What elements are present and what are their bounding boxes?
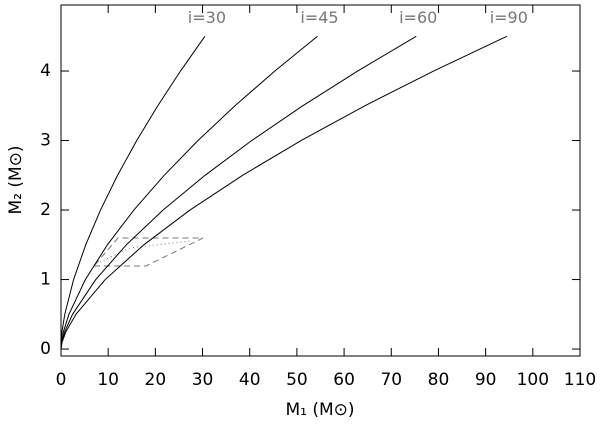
series-label: i=90 <box>490 8 528 27</box>
y-tick-label: 4 <box>40 61 51 81</box>
curve <box>60 35 206 350</box>
series-label: i=45 <box>300 8 338 27</box>
y-tick-label: 2 <box>40 200 51 220</box>
x-tick-label: 40 <box>239 370 261 390</box>
x-tick-label: 80 <box>428 370 450 390</box>
x-tick-label: 90 <box>475 370 497 390</box>
y-axis-label: M₂ (M⊙) <box>6 145 26 214</box>
curve <box>60 35 417 350</box>
x-axis-label: M₁ (M⊙) <box>285 400 354 420</box>
x-tick-label: 0 <box>56 370 67 390</box>
region <box>92 237 204 267</box>
series-label: i=30 <box>188 8 226 27</box>
x-tick-label: 10 <box>97 370 119 390</box>
x-tick-label: 20 <box>145 370 167 390</box>
curve <box>60 35 508 350</box>
x-tick-label: 100 <box>517 370 549 390</box>
x-tick-label: 60 <box>333 370 355 390</box>
series-label: i=60 <box>399 8 437 27</box>
y-tick-label: 1 <box>40 270 51 290</box>
curve <box>60 35 318 350</box>
x-tick-label: 50 <box>286 370 308 390</box>
x-tick-label: 110 <box>564 370 596 390</box>
x-tick-label: 70 <box>380 370 402 390</box>
x-tick-label: 30 <box>192 370 214 390</box>
plot-frame <box>60 4 581 357</box>
y-tick-label: 0 <box>40 339 51 359</box>
y-tick-label: 3 <box>40 131 51 151</box>
